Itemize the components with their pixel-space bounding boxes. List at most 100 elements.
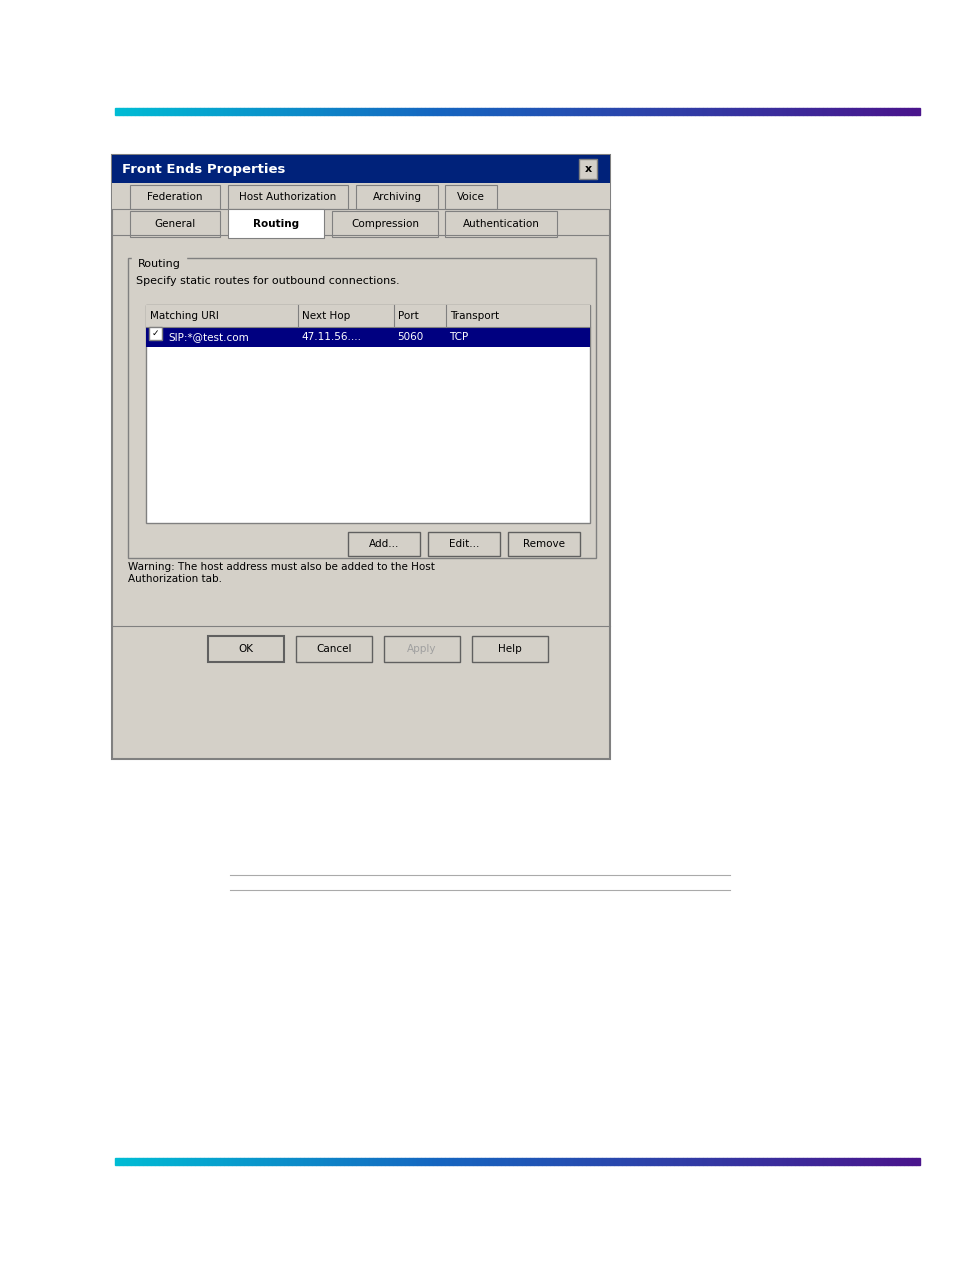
Bar: [625, 108, 630, 114]
Bar: [119, 1158, 123, 1165]
Bar: [152, 1158, 155, 1165]
Bar: [915, 108, 919, 114]
Bar: [650, 1158, 654, 1165]
Bar: [348, 532, 419, 556]
Bar: [429, 108, 433, 114]
Bar: [658, 1158, 661, 1165]
Bar: [480, 1158, 485, 1165]
Bar: [355, 184, 437, 209]
Bar: [822, 108, 826, 114]
Bar: [782, 1158, 786, 1165]
Bar: [320, 1158, 324, 1165]
Bar: [569, 1158, 574, 1165]
Bar: [163, 1158, 167, 1165]
Bar: [292, 108, 295, 114]
Text: Front Ends Properties: Front Ends Properties: [122, 163, 285, 176]
Bar: [155, 1158, 159, 1165]
Bar: [352, 1158, 356, 1165]
Bar: [112, 155, 609, 759]
Bar: [746, 1158, 750, 1165]
Bar: [149, 327, 162, 340]
Bar: [739, 108, 742, 114]
Bar: [598, 108, 601, 114]
Bar: [782, 108, 786, 114]
Bar: [802, 1158, 806, 1165]
Bar: [131, 108, 135, 114]
Text: Transport: Transport: [450, 310, 498, 321]
Bar: [440, 108, 445, 114]
Bar: [790, 108, 795, 114]
Bar: [867, 1158, 871, 1165]
Text: Help: Help: [497, 644, 521, 654]
Bar: [445, 108, 449, 114]
Bar: [875, 1158, 879, 1165]
Bar: [304, 108, 308, 114]
Bar: [666, 1158, 670, 1165]
Bar: [734, 108, 739, 114]
Bar: [453, 1158, 456, 1165]
Bar: [175, 108, 179, 114]
Bar: [396, 1158, 400, 1165]
Bar: [862, 1158, 867, 1165]
Bar: [529, 108, 533, 114]
Bar: [264, 1158, 268, 1165]
Bar: [228, 108, 232, 114]
Bar: [831, 1158, 835, 1165]
Bar: [179, 108, 183, 114]
Bar: [288, 1158, 292, 1165]
Bar: [641, 1158, 645, 1165]
Bar: [690, 108, 694, 114]
Bar: [670, 1158, 674, 1165]
Bar: [574, 1158, 578, 1165]
Bar: [183, 1158, 187, 1165]
Bar: [473, 1158, 476, 1165]
Bar: [146, 305, 589, 523]
Bar: [147, 108, 152, 114]
Bar: [123, 108, 127, 114]
Bar: [324, 108, 328, 114]
Bar: [799, 108, 802, 114]
Bar: [328, 108, 332, 114]
Bar: [895, 1158, 899, 1165]
Bar: [907, 108, 911, 114]
Bar: [686, 108, 690, 114]
Bar: [718, 1158, 722, 1165]
Bar: [614, 1158, 618, 1165]
Bar: [882, 1158, 887, 1165]
Bar: [855, 1158, 859, 1165]
Bar: [730, 108, 734, 114]
Bar: [594, 108, 598, 114]
Bar: [911, 1158, 915, 1165]
Bar: [413, 108, 416, 114]
Bar: [810, 1158, 815, 1165]
Bar: [795, 108, 799, 114]
Bar: [163, 108, 167, 114]
Bar: [846, 1158, 851, 1165]
Bar: [630, 1158, 634, 1165]
Bar: [420, 108, 424, 114]
Bar: [244, 108, 248, 114]
Bar: [336, 1158, 340, 1165]
Bar: [167, 1158, 172, 1165]
Bar: [855, 108, 859, 114]
Bar: [714, 108, 718, 114]
Bar: [710, 1158, 714, 1165]
Bar: [252, 108, 255, 114]
Bar: [232, 108, 235, 114]
Bar: [702, 1158, 706, 1165]
Bar: [159, 1158, 163, 1165]
Bar: [806, 1158, 810, 1165]
Bar: [574, 108, 578, 114]
Bar: [799, 1158, 802, 1165]
Bar: [352, 108, 356, 114]
Bar: [476, 1158, 480, 1165]
Bar: [429, 1158, 433, 1165]
Bar: [152, 108, 155, 114]
Bar: [505, 1158, 509, 1165]
Bar: [384, 1158, 388, 1165]
Bar: [759, 108, 762, 114]
Text: General: General: [154, 219, 195, 229]
Bar: [143, 108, 147, 114]
Bar: [497, 1158, 501, 1165]
Bar: [223, 1158, 228, 1165]
